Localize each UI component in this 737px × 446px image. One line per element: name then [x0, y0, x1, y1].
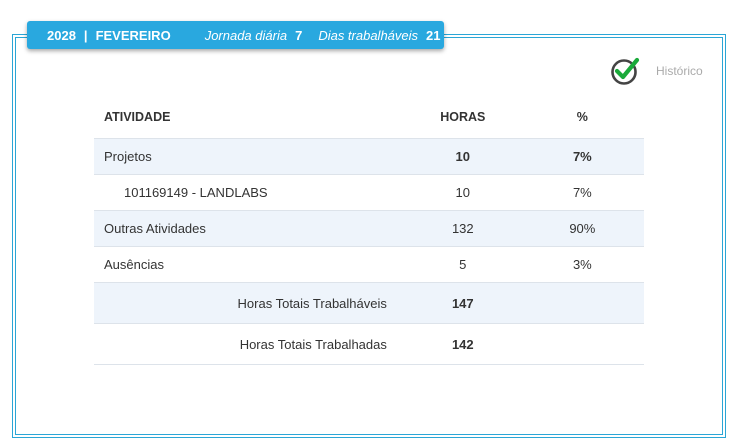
- table-row: Ausências 5 3%: [94, 246, 644, 283]
- column-header-horas: HORAS: [404, 96, 521, 139]
- column-header-percent: %: [520, 96, 644, 139]
- header-separator: |: [83, 27, 88, 43]
- historico-link[interactable]: Histórico: [610, 57, 703, 85]
- dias-trabalhaveis-label: Dias trabalháveis: [318, 27, 419, 43]
- check-circle-icon: [610, 57, 640, 85]
- activity-cell: Ausências: [94, 246, 405, 283]
- hours-cell: 10: [404, 138, 521, 175]
- historico-label: Histórico: [656, 64, 703, 78]
- table-header-row: ATIVIDADE HORAS %: [94, 96, 644, 139]
- dias-trabalhaveis-value: 21: [426, 27, 441, 43]
- hours-cell: 132: [404, 210, 521, 247]
- table-row: Projetos 10 7%: [94, 138, 644, 175]
- activity-cell: 101169149 - LANDLABS: [94, 174, 405, 211]
- total-label: Horas Totais Trabalhadas: [94, 323, 405, 365]
- percent-cell: 3%: [520, 246, 644, 283]
- total-value: 147: [404, 282, 521, 324]
- period-header-tab: 2028 | FEVEREIRO Jornada diária 7 Dias t…: [27, 21, 444, 49]
- percent-cell: 90%: [520, 210, 644, 247]
- activity-cell: Outras Atividades: [94, 210, 405, 247]
- activity-cell: Projetos: [94, 138, 405, 175]
- activity-table: ATIVIDADE HORAS % Projetos 10 7% 1011691…: [94, 96, 644, 365]
- total-empty-cell: [520, 282, 644, 324]
- jornada-diaria-label: Jornada diária: [204, 27, 288, 43]
- total-label: Horas Totais Trabalháveis: [94, 282, 405, 324]
- header-year: 2028: [47, 27, 76, 43]
- total-empty-cell: [520, 323, 644, 365]
- hours-cell: 5: [404, 246, 521, 283]
- percent-cell: 7%: [520, 174, 644, 211]
- header-month: FEVEREIRO: [95, 27, 171, 43]
- table-row: Outras Atividades 132 90%: [94, 210, 644, 247]
- table-row: 101169149 - LANDLABS 10 7%: [94, 174, 644, 211]
- hours-cell: 10: [404, 174, 521, 211]
- total-value: 142: [404, 323, 521, 365]
- total-row-trabalhaveis: Horas Totais Trabalháveis 147: [94, 282, 644, 324]
- column-header-atividade: ATIVIDADE: [94, 96, 405, 139]
- percent-cell: 7%: [520, 138, 644, 175]
- jornada-diaria-value: 7: [295, 27, 303, 43]
- total-row-trabalhadas: Horas Totais Trabalhadas 142: [94, 323, 644, 365]
